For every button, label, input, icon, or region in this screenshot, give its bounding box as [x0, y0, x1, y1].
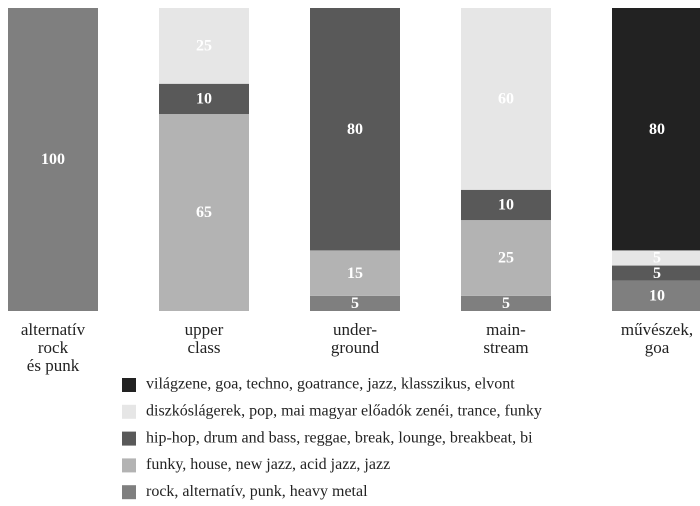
bar-segment — [159, 83, 249, 115]
data-label: 5 — [351, 295, 359, 312]
legend-label: funky, house, new jazz, acid jazz, jazz — [146, 456, 390, 473]
data-label: 25 — [498, 250, 514, 267]
bar-segment — [461, 220, 551, 296]
x-tick-label: művészek, — [621, 320, 693, 339]
legend-swatch — [122, 458, 136, 473]
bar-segment — [612, 265, 700, 281]
bar-segment — [612, 280, 700, 311]
legend-label: hip-hop, drum and bass, reggae, break, l… — [146, 429, 533, 446]
data-label: 5 — [502, 295, 510, 312]
bar-segment — [310, 250, 400, 296]
data-label: 100 — [41, 151, 65, 168]
bar-segment — [8, 8, 98, 311]
legend-label: diszkóslágerek, pop, mai magyar előadók … — [146, 402, 542, 419]
legend-label: világzene, goa, techno, goatrance, jazz,… — [146, 376, 515, 393]
data-label: 65 — [196, 204, 212, 221]
x-tick-label: és punk — [27, 356, 80, 375]
data-label: 10 — [498, 197, 514, 214]
x-tick-label: under- — [333, 320, 377, 339]
legend-swatch — [122, 404, 136, 419]
x-tick-label: ground — [331, 338, 380, 357]
x-tick-label: alternatív — [21, 320, 86, 339]
legend-swatch — [122, 485, 136, 500]
data-label: 10 — [196, 91, 212, 108]
legend-swatch — [122, 431, 136, 446]
bar-segment — [159, 8, 249, 84]
bar-segment — [461, 295, 551, 311]
data-label: 60 — [498, 91, 514, 108]
data-label: 80 — [347, 121, 363, 138]
x-tick-label: upper — [185, 320, 224, 339]
data-label: 5 — [653, 250, 661, 267]
bar-segment — [461, 8, 551, 190]
legend-swatch — [122, 378, 136, 392]
data-label: 10 — [649, 288, 665, 305]
bar-segment — [310, 8, 400, 251]
data-label: 25 — [196, 38, 212, 55]
bar-segment — [310, 295, 400, 311]
bar-segment — [612, 8, 700, 251]
x-tick-label: rock — [38, 338, 69, 357]
data-label: 80 — [649, 121, 665, 138]
bar-segment — [612, 250, 700, 266]
x-tick-label: main- — [486, 320, 526, 339]
x-tick-label: stream — [483, 338, 528, 357]
data-label: 15 — [347, 265, 363, 282]
legend-label: rock, alternatív, punk, heavy metal — [146, 483, 368, 500]
data-label: 5 — [653, 265, 661, 282]
x-tick-label: goa — [645, 338, 670, 357]
bar-segment — [159, 114, 249, 311]
bar-segment — [461, 189, 551, 221]
x-tick-label: class — [187, 338, 220, 357]
